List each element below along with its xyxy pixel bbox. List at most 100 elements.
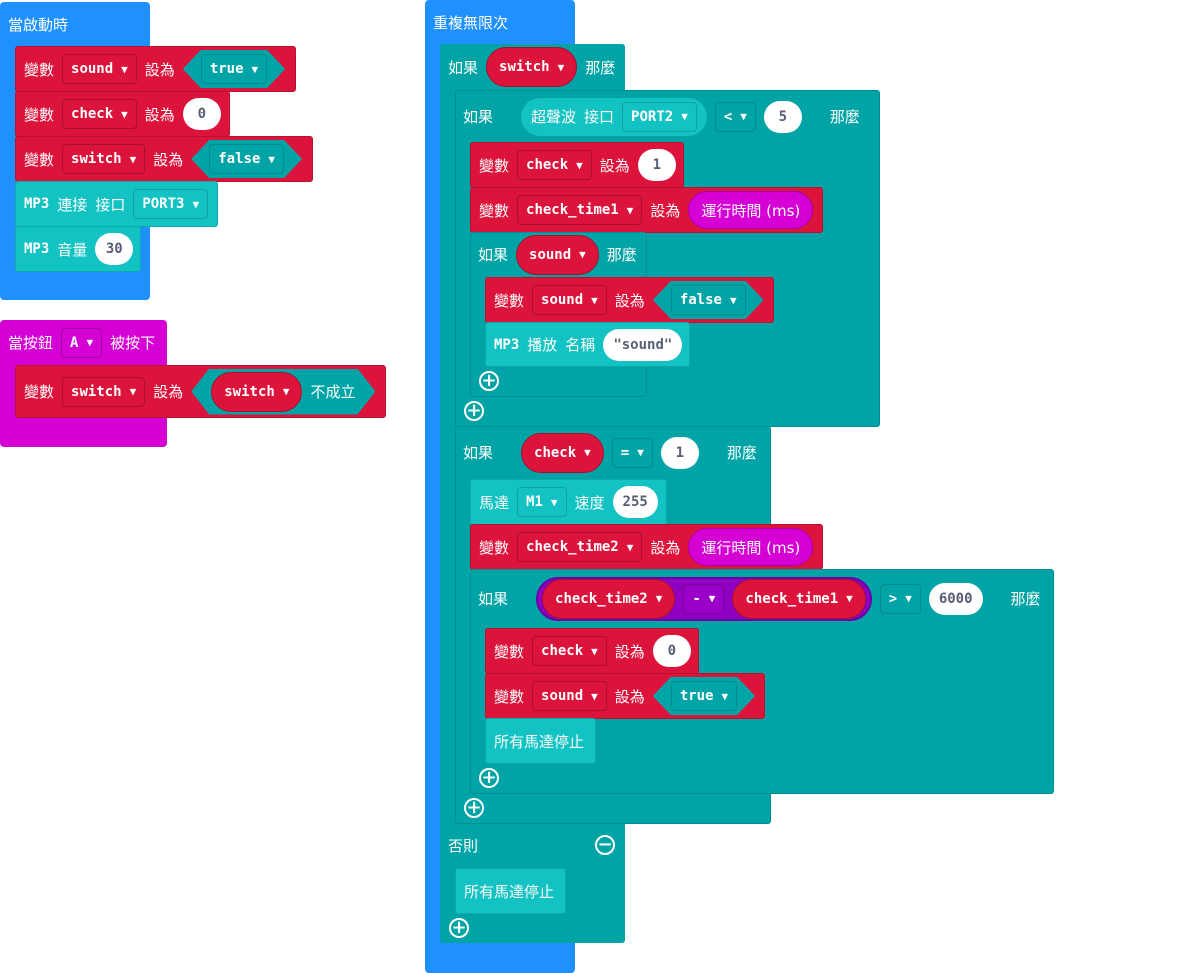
subtract-block[interactable]: check_time2 ▼ - ▼ check_time1 ▼ xyxy=(536,577,872,621)
variable-reporter[interactable]: switch ▼ xyxy=(486,47,578,87)
label: 如果 xyxy=(448,58,479,77)
ultrasonic-reporter[interactable]: 超聲波 接口 PORT2 ▼ xyxy=(521,98,707,136)
runtime-reporter[interactable]: 運行時間 (ms) xyxy=(688,528,814,566)
variable-dropdown[interactable]: check_time1 ▼ xyxy=(517,195,643,225)
set-check-block[interactable]: 變數 check ▼ 設為 0 xyxy=(485,628,699,674)
motor-dropdown[interactable]: M1 ▼ xyxy=(517,487,567,517)
label: 變數 xyxy=(494,291,525,310)
set-switch-block[interactable]: 變數 switch ▼ 設為 switch ▼ 不成立 xyxy=(15,365,386,418)
variable-dropdown[interactable]: check ▼ xyxy=(532,636,607,666)
set-switch-block[interactable]: 變數 switch ▼ 設為 false ▼ xyxy=(15,136,313,182)
set-check-block[interactable]: 變數 check ▼ 設為 0 xyxy=(15,91,230,137)
set-check-time1-block[interactable]: 變數 check_time1 ▼ 設為 運行時間 (ms) xyxy=(470,187,823,233)
boolean-block[interactable]: true ▼ xyxy=(653,677,755,715)
label: 接口 xyxy=(584,108,615,126)
motor-speed-block[interactable]: 馬達 M1 ▼ 速度 255 xyxy=(470,479,667,525)
mp3-connect-block[interactable]: MP3 連接 接口 PORT3 ▼ xyxy=(15,181,218,227)
variable-dropdown[interactable]: check_time2 ▼ xyxy=(517,532,643,562)
label: 設為 xyxy=(614,291,645,310)
boolean-block[interactable]: true ▼ xyxy=(183,50,285,88)
number-input[interactable]: 0 xyxy=(652,635,691,667)
caret-down-icon: ▼ xyxy=(576,158,583,172)
variable-dropdown[interactable]: sound ▼ xyxy=(532,285,607,315)
caret-down-icon: ▼ xyxy=(681,110,688,123)
operator-dropdown[interactable]: > ▼ xyxy=(880,584,921,614)
set-sound-block[interactable]: 變數 sound ▼ 設為 true ▼ xyxy=(485,673,765,719)
not-block[interactable]: switch ▼ 不成立 xyxy=(191,369,375,415)
port-dropdown[interactable]: PORT3 ▼ xyxy=(133,189,209,219)
caret-down-icon: ▼ xyxy=(251,62,259,76)
text-input[interactable]: "sound" xyxy=(603,328,683,361)
variable-dropdown[interactable]: sound ▼ xyxy=(62,54,137,84)
label: 設為 xyxy=(614,642,645,661)
caret-down-icon: ▼ xyxy=(268,152,276,166)
label: 那麼 xyxy=(1010,590,1041,608)
plus-circle-icon[interactable]: + xyxy=(479,768,499,788)
variable-reporter[interactable]: sound ▼ xyxy=(516,234,599,275)
caret-down-icon: ▼ xyxy=(626,203,634,217)
plus-circle-icon[interactable]: + xyxy=(479,371,499,391)
variable-reporter[interactable]: switch ▼ xyxy=(211,372,302,412)
boolean-block[interactable]: false ▼ xyxy=(653,281,764,319)
number-input[interactable]: 0 xyxy=(182,98,221,130)
caret-down-icon: ▼ xyxy=(584,446,591,459)
label: MP3 xyxy=(24,241,50,257)
label: 那麼 xyxy=(585,58,616,77)
operator-dropdown[interactable]: - ▼ xyxy=(683,584,724,614)
button-dropdown[interactable]: A ▼ xyxy=(61,327,103,358)
boolean-dropdown[interactable]: false ▼ xyxy=(209,144,284,174)
number-input[interactable]: 5 xyxy=(764,101,802,133)
mp3-volume-block[interactable]: MP3 音量 30 xyxy=(15,226,141,272)
boolean-dropdown[interactable]: true ▼ xyxy=(201,54,267,84)
label: 變數 xyxy=(24,383,55,401)
label: 當按鈕 xyxy=(8,334,54,352)
variable-dropdown[interactable]: switch ▼ xyxy=(62,376,146,407)
plus-circle-icon[interactable]: + xyxy=(464,401,484,421)
runtime-reporter[interactable]: 運行時間 (ms) xyxy=(688,191,814,229)
variable-dropdown[interactable]: check ▼ xyxy=(517,150,592,180)
stop-all-motors-block[interactable]: 所有馬達停止 xyxy=(485,718,596,764)
number-input[interactable]: 1 xyxy=(661,437,699,469)
number-input[interactable]: 30 xyxy=(95,233,134,265)
label: 設為 xyxy=(144,105,175,124)
boolean-dropdown[interactable]: true ▼ xyxy=(671,681,737,711)
label: 那麼 xyxy=(829,108,860,126)
number-input[interactable]: 255 xyxy=(612,486,658,518)
label: 如果 xyxy=(463,444,494,462)
set-check-time2-block[interactable]: 變數 check_time2 ▼ 設為 運行時間 (ms) xyxy=(470,524,823,570)
variable-reporter[interactable]: check_time1 ▼ xyxy=(732,579,865,619)
number-input[interactable]: 1 xyxy=(637,149,676,181)
mp3-play-block[interactable]: MP3 播放 名稱 "sound" xyxy=(485,322,690,367)
compare-block[interactable]: 超聲波 接口 PORT2 ▼ < ▼ 5 xyxy=(501,94,822,140)
caret-down-icon: ▼ xyxy=(729,293,737,307)
variable-dropdown[interactable]: sound ▼ xyxy=(532,681,607,711)
compare-block[interactable]: check_time2 ▼ - ▼ check_time1 ▼ > ▼ 6000 xyxy=(516,570,1003,628)
operator-dropdown[interactable]: = ▼ xyxy=(612,438,653,468)
plus-circle-icon[interactable]: + xyxy=(464,798,484,818)
variable-reporter[interactable]: check ▼ xyxy=(521,433,604,473)
caret-down-icon: ▼ xyxy=(86,336,94,349)
operator-dropdown[interactable]: < ▼ xyxy=(715,102,756,132)
set-check-block[interactable]: 變數 check ▼ 設為 1 xyxy=(470,142,684,188)
label: 所有馬達停止 xyxy=(464,882,555,901)
minus-circle-icon[interactable]: − xyxy=(595,835,615,855)
set-sound-block[interactable]: 變數 sound ▼ 設為 false ▼ xyxy=(485,277,774,323)
label: 設為 xyxy=(650,201,681,220)
label: 變數 xyxy=(479,538,510,557)
compare-block[interactable]: check ▼ = ▼ 1 xyxy=(501,430,719,476)
number-input[interactable]: 6000 xyxy=(929,583,983,615)
set-sound-block[interactable]: 變數 sound ▼ 設為 true ▼ xyxy=(15,46,296,92)
plus-circle-icon[interactable]: + xyxy=(449,918,469,938)
stop-all-motors-block[interactable]: 所有馬達停止 xyxy=(455,868,566,914)
caret-down-icon: ▼ xyxy=(121,107,128,121)
variable-reporter[interactable]: check_time2 ▼ xyxy=(542,579,675,619)
label: 設為 xyxy=(614,687,645,706)
boolean-dropdown[interactable]: false ▼ xyxy=(671,285,746,315)
variable-dropdown[interactable]: check ▼ xyxy=(62,99,137,129)
label: 那麼 xyxy=(726,444,757,462)
variable-dropdown[interactable]: switch ▼ xyxy=(62,144,146,174)
port-dropdown[interactable]: PORT2 ▼ xyxy=(622,102,697,132)
label: MP3 xyxy=(24,196,50,212)
boolean-block[interactable]: false ▼ xyxy=(191,140,302,178)
label: 否則 xyxy=(448,837,479,855)
